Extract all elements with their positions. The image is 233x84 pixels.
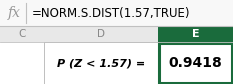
Bar	[0, 0, 233, 26]
Text: D: D	[97, 29, 105, 39]
Text: C: C	[18, 29, 26, 39]
Bar	[159, 43, 232, 83]
Text: E: E	[192, 29, 199, 39]
Text: =NORM.S.DIST(1.57,TRUE): =NORM.S.DIST(1.57,TRUE)	[32, 6, 191, 19]
Bar	[0, 42, 233, 84]
Bar	[44, 42, 158, 84]
Text: 0.9418: 0.9418	[169, 56, 222, 70]
Bar	[0, 26, 233, 42]
Text: P (Z < 1.57) =: P (Z < 1.57) =	[57, 58, 145, 68]
Bar	[158, 26, 233, 42]
Text: fx: fx	[7, 6, 21, 20]
